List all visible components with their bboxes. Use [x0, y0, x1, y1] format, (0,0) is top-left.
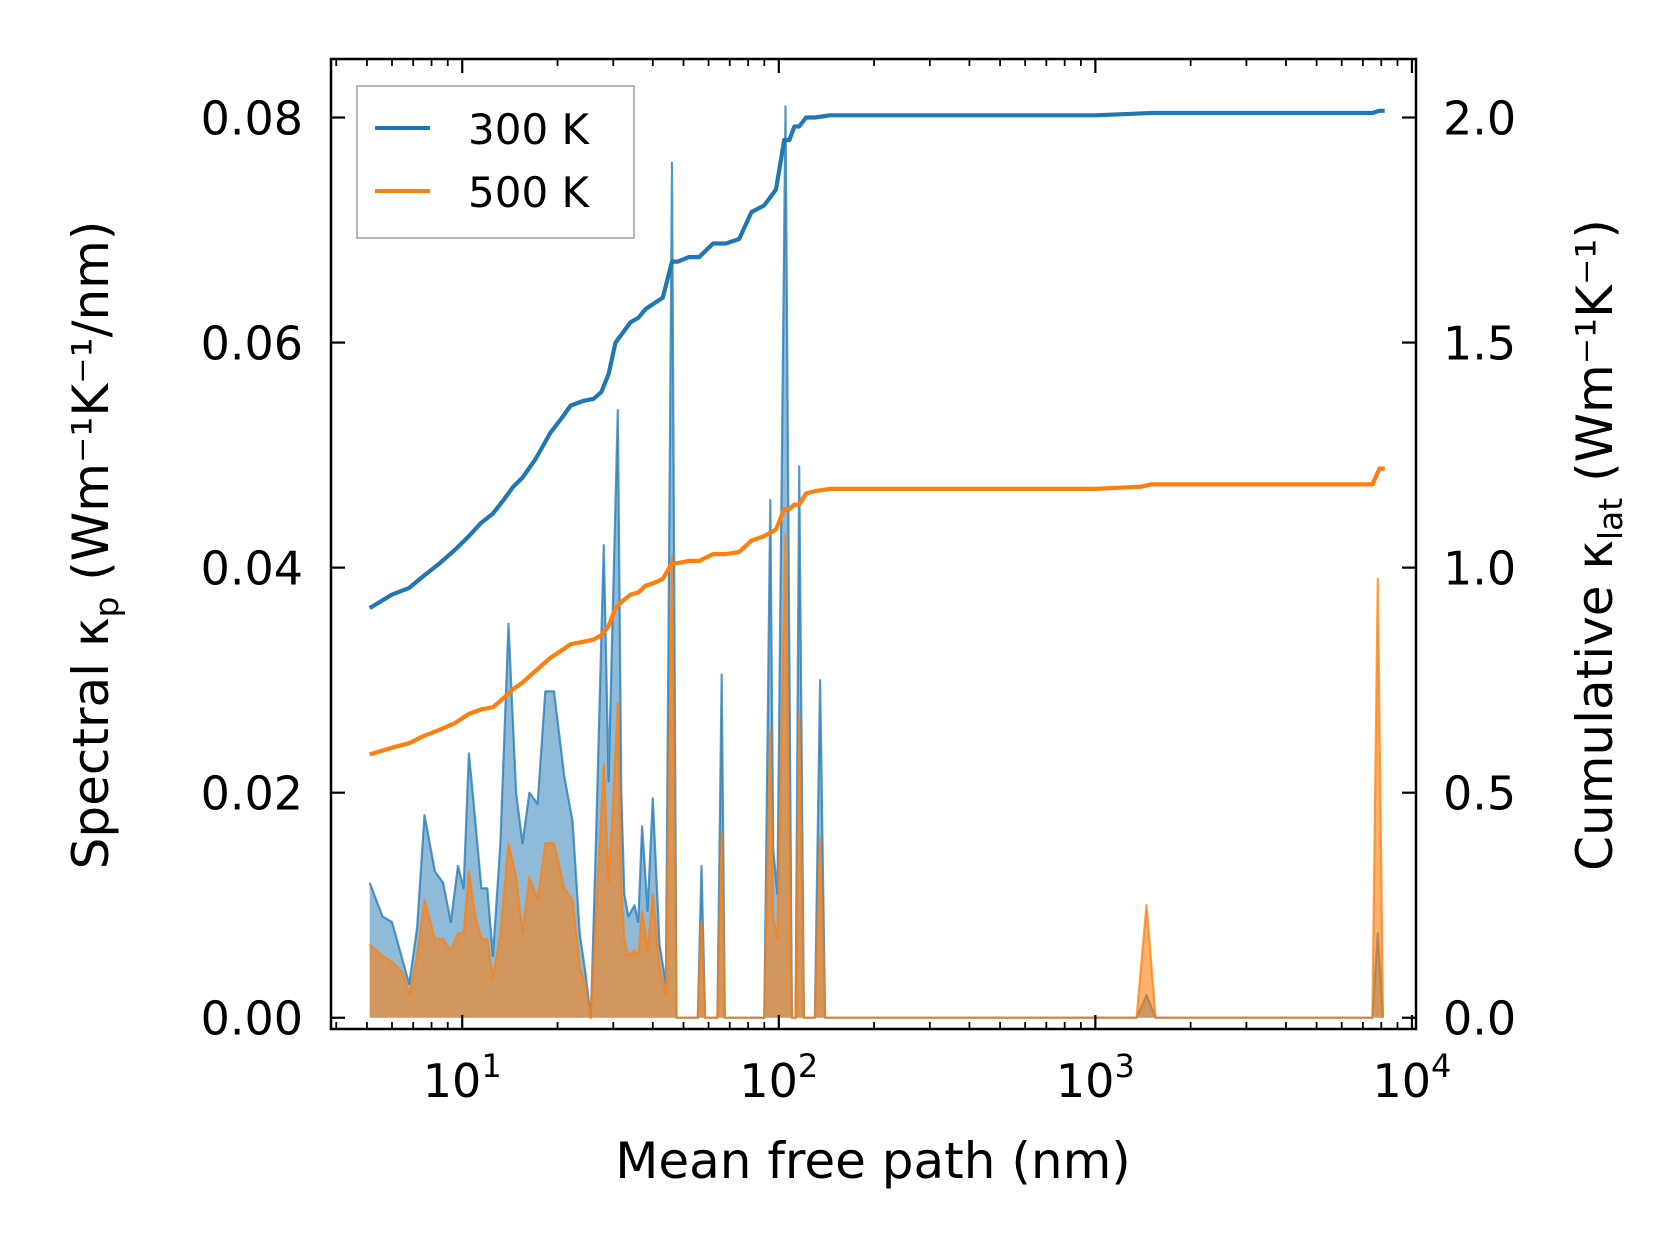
- right-axis-title-units: (Wm⁻¹K⁻¹): [1566, 219, 1624, 498]
- x-tick-exponent: 1: [481, 1047, 501, 1085]
- x-tick-base: 10: [739, 1054, 798, 1108]
- left-y-tick-label: 0.08: [201, 92, 303, 146]
- right-axis-title-sub: lat: [1591, 498, 1630, 540]
- left-axis-title: Spectral κp (Wm⁻¹K⁻¹/nm): [62, 221, 126, 870]
- right-y-tick-label: 2.0: [1443, 92, 1516, 146]
- x-tick-base: 10: [423, 1054, 482, 1108]
- right-y-tick-label: 1.0: [1443, 542, 1516, 596]
- left-axis-title-main: Spectral κ: [62, 618, 120, 870]
- x-tick-base: 10: [1056, 1054, 1115, 1108]
- right-y-tick-label: 0.5: [1443, 767, 1516, 821]
- x-tick-exponent: 3: [1114, 1047, 1134, 1085]
- legend-label-500k: 500 K: [468, 168, 591, 217]
- left-y-tick-label: 0.02: [201, 767, 303, 821]
- cumulative-line-500k: [369, 466, 1385, 757]
- x-axis-title: Mean free path (nm): [615, 1132, 1131, 1190]
- x-tick-label: 104: [1372, 1047, 1451, 1108]
- spectral-fill-500k: [369, 533, 1383, 1018]
- right-axis-title-main: Cumulative κ: [1566, 540, 1624, 871]
- right-y-tick-label: 1.5: [1443, 317, 1516, 371]
- left-y-tick-label: 0.06: [201, 317, 303, 371]
- axis-ticks: 101 102 103 1040.000.020.040.060.080.00.51.…: [201, 59, 1516, 1108]
- right-y-tick-label: 0.0: [1443, 992, 1516, 1046]
- left-y-tick-label: 0.00: [201, 992, 303, 1046]
- cumulative-line-300k: [368, 108, 1385, 610]
- x-tick-exponent: 2: [798, 1047, 818, 1085]
- legend-box: [356, 85, 635, 239]
- axes-frame: [329, 57, 1418, 1031]
- plot-area: [368, 105, 1385, 1019]
- x-tick-label: 102: [739, 1047, 818, 1108]
- right-axis-title: Cumulative κlat (Wm⁻¹K⁻¹): [1566, 219, 1630, 871]
- x-tick-exponent: 4: [1431, 1047, 1451, 1085]
- left-axis-title-sub: p: [87, 597, 126, 618]
- left-y-tick-label: 0.04: [201, 542, 303, 596]
- legend-label-300k: 300 K: [468, 105, 591, 154]
- x-tick-label: 103: [1056, 1047, 1135, 1108]
- x-tick-label: 101: [423, 1047, 502, 1108]
- left-axis-title-units: (Wm⁻¹K⁻¹/nm): [62, 221, 120, 597]
- x-tick-base: 10: [1372, 1054, 1431, 1108]
- legend: 300 K 500 K: [356, 85, 635, 239]
- spectral-line-500k: [368, 532, 1385, 1019]
